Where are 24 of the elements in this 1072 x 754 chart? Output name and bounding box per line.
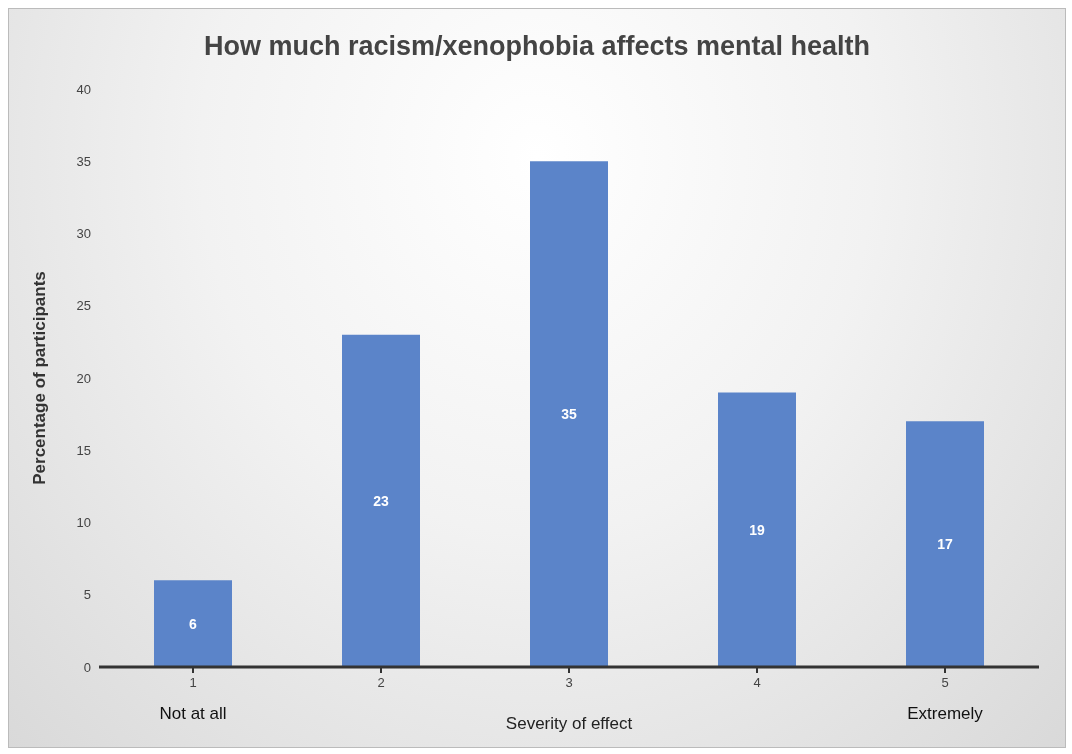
data-label: 17 [937,536,953,553]
y-tick-label: 20 [76,370,91,386]
data-label: 23 [373,492,389,509]
y-tick-label: 5 [83,587,91,603]
x-tick-label: 5 [941,675,949,690]
chart-title: How much racism/xenophobia affects mental health [202,30,872,63]
x-tick-label: 1 [189,675,197,690]
y-tick-label: 10 [76,515,91,531]
data-label: 35 [561,406,577,423]
y-tick-label: 0 [83,659,91,675]
text: Not at all [159,704,227,723]
x-tick-label: 4 [753,675,761,690]
x-tick-label: 3 [565,675,573,690]
data-label: 6 [189,615,198,632]
x-tick-label: 2 [377,675,385,690]
data-label: 19 [749,521,765,538]
y-tick-label: 40 [76,81,91,97]
y-tick-label: 25 [76,298,91,314]
text: Extremely [907,704,984,723]
y-tick-label: 30 [76,226,91,242]
y-tick-label: 35 [76,153,91,169]
x-axis-title: Severity of effect [505,714,633,733]
y-axis-title: Percentage of participants [30,271,50,485]
y-tick-label: 15 [76,442,91,458]
